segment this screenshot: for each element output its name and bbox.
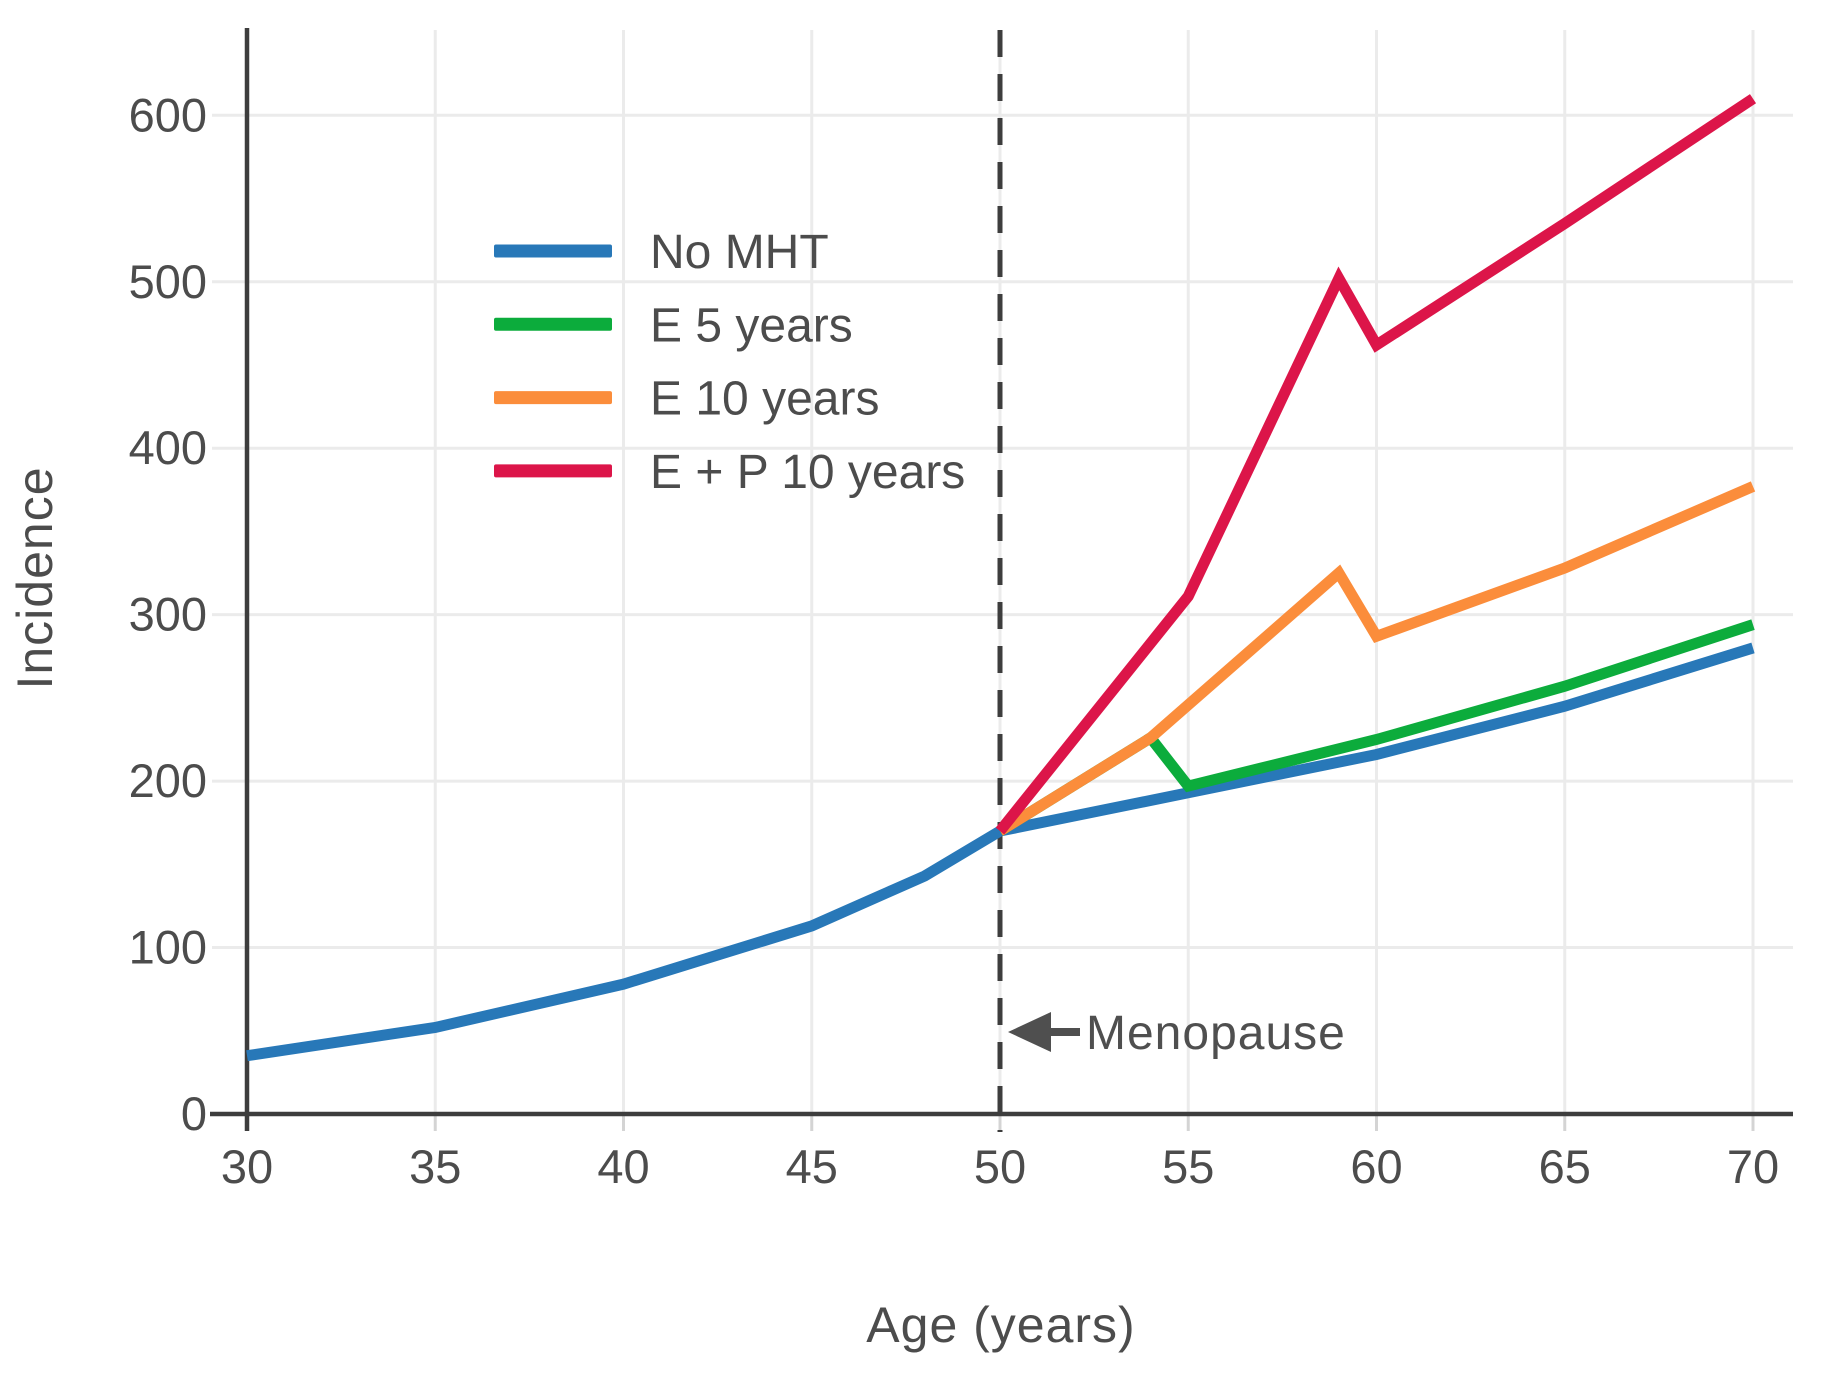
y-tick-label-100: 100: [129, 921, 207, 974]
x-tick-label-30: 30: [221, 1140, 273, 1193]
axes: [210, 28, 1793, 1131]
legend-swatch-e-p-10-years: [494, 464, 612, 478]
x-tick-label-60: 60: [1350, 1140, 1402, 1193]
y-tick-label-500: 500: [129, 255, 207, 308]
y-tick-label-600: 600: [129, 88, 207, 141]
x-tick-label-40: 40: [597, 1140, 649, 1193]
legend-swatch-no-mht: [494, 244, 612, 258]
y-tick-label-300: 300: [129, 588, 207, 641]
x-tick-label-65: 65: [1539, 1140, 1591, 1193]
x-tick-label-70: 70: [1727, 1140, 1779, 1193]
series-line-no-mht: [246, 642, 1755, 1062]
series-line-e-10-years: [997, 481, 1756, 836]
x-tick-label-55: 55: [1162, 1140, 1214, 1193]
legend-label-e-p-10-years: E + P 10 years: [650, 446, 965, 499]
x-axis-label: Age (years): [866, 1297, 1135, 1353]
legend-label-no-mht: No MHT: [650, 226, 829, 279]
x-tick-label-45: 45: [786, 1140, 838, 1193]
x-tick-label-35: 35: [409, 1140, 461, 1193]
legend-item-e-5-years: E 5 years: [494, 299, 853, 352]
menopause-annotation: Menopause: [1008, 1007, 1346, 1060]
y-axis-label: Incidence: [7, 466, 63, 689]
legend-label-e-5-years: E 5 years: [650, 299, 853, 352]
x-tick-label-50: 50: [974, 1140, 1026, 1193]
y-tick-label-200: 200: [129, 754, 207, 807]
legend-swatch-e-5-years: [494, 317, 612, 331]
tick-labels: 0 100 200 300 400 500 600 30 35 40 45 50 55 60 65 70: [129, 88, 1780, 1193]
y-tick-label-0: 0: [181, 1087, 207, 1140]
legend-item-e-p-10-years: E + P 10 years: [494, 446, 965, 499]
y-tick-label-400: 400: [129, 421, 207, 474]
legend: No MHT E 5 years E 10 years E + P 10 years: [494, 226, 965, 499]
series-lines: [246, 94, 1757, 1062]
menopause-annotation-label: Menopause: [1086, 1007, 1346, 1060]
legend-swatch-e-10-years: [494, 391, 612, 405]
legend-item-no-mht: No MHT: [494, 226, 829, 279]
legend-item-e-10-years: E 10 years: [494, 373, 879, 426]
legend-label-e-10-years: E 10 years: [650, 373, 879, 426]
series-line-e-p-10-years: [995, 94, 1757, 835]
left-arrow-icon: [1008, 1012, 1051, 1052]
left-arrow-shaft: [1046, 1028, 1080, 1036]
